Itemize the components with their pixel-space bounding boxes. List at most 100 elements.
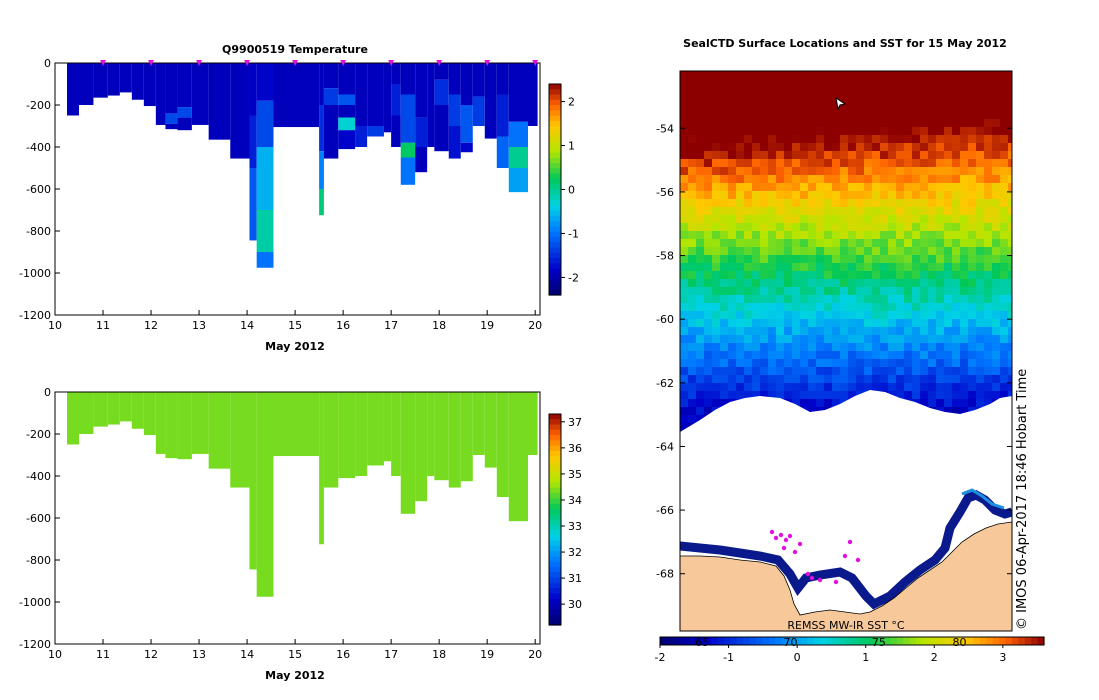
x-tick-label: 17	[384, 648, 398, 661]
sst-cell	[904, 167, 912, 175]
sst-cell	[912, 119, 920, 127]
sst-cell	[712, 191, 720, 199]
colorbar-swatch	[549, 279, 561, 286]
colorbar-swatch	[549, 450, 561, 457]
sst-cell	[760, 327, 768, 335]
x-tick-label: 19	[480, 648, 494, 661]
sst-cell	[840, 175, 848, 183]
sst-cell	[808, 215, 816, 223]
sst-cell	[1008, 271, 1012, 279]
sst-cell	[904, 367, 912, 375]
sst-cell	[880, 119, 888, 127]
sst-cell	[792, 79, 800, 87]
sst-cell	[896, 359, 904, 367]
colorbar-tick-label: 0	[568, 184, 575, 197]
colorbar-swatch	[549, 152, 561, 159]
sst-cell	[992, 159, 1000, 167]
salinity-cell	[249, 392, 257, 570]
sst-cell	[992, 143, 1000, 151]
sst-cell	[896, 79, 904, 87]
sst-cell	[896, 207, 904, 215]
sst-cell	[920, 303, 928, 311]
colorbar-tick-label: 31	[568, 572, 582, 585]
sst-cell	[800, 239, 808, 247]
sst-cell	[944, 295, 952, 303]
sst-cell	[896, 127, 904, 135]
sst-cell	[872, 159, 880, 167]
sst-cell	[904, 135, 912, 143]
sst-cell	[776, 359, 784, 367]
sst-cell	[680, 295, 688, 303]
sst-cell	[808, 231, 816, 239]
sst-cell	[896, 279, 904, 287]
sst-cell	[896, 167, 904, 175]
sst-cell	[952, 71, 960, 79]
sst-cell	[680, 95, 688, 103]
sst-cell	[800, 199, 808, 207]
sst-cell	[776, 135, 784, 143]
map-colorbar-fahrenheit-label: 80	[953, 636, 967, 649]
sst-cell	[680, 111, 688, 119]
sst-cell	[800, 287, 808, 295]
sst-cell	[824, 319, 832, 327]
map-colorbar-fahrenheit-label: 65	[695, 636, 709, 649]
sst-cell	[896, 151, 904, 159]
sst-cell	[816, 399, 824, 407]
sst-cell	[960, 263, 968, 271]
sst-cell	[896, 135, 904, 143]
sst-cell	[744, 239, 752, 247]
sst-cell	[848, 167, 856, 175]
sst-cell	[696, 143, 704, 151]
sst-cell	[768, 295, 776, 303]
sst-cell	[736, 287, 744, 295]
colorbar-swatch	[549, 487, 561, 494]
sst-cell	[992, 175, 1000, 183]
sst-cell	[984, 279, 992, 287]
sst-cell	[808, 279, 816, 287]
sst-cell	[728, 135, 736, 143]
sst-cell	[816, 175, 824, 183]
sst-cell	[856, 247, 864, 255]
sst-cell	[968, 151, 976, 159]
sst-cell	[688, 271, 696, 279]
sst-cell	[952, 287, 960, 295]
seal-position-marker	[835, 96, 847, 111]
sst-cell	[984, 183, 992, 191]
sst-cell	[696, 199, 704, 207]
sst-cell	[984, 79, 992, 87]
sst-cell	[896, 375, 904, 383]
sst-cell	[992, 263, 1000, 271]
sst-cell	[792, 351, 800, 359]
sst-cell	[960, 111, 968, 119]
sst-cell	[968, 303, 976, 311]
sst-cell	[952, 335, 960, 343]
temperature-cell	[415, 147, 428, 173]
sst-cell	[848, 239, 856, 247]
sst-cell	[712, 207, 720, 215]
sst-cell	[936, 279, 944, 287]
sst-cell	[784, 367, 792, 375]
sst-cell	[928, 103, 936, 111]
sst-cell	[824, 191, 832, 199]
sst-cell	[696, 279, 704, 287]
sst-cell	[928, 295, 936, 303]
sst-cell	[912, 231, 920, 239]
sst-cell	[976, 383, 984, 391]
sst-cell	[856, 383, 864, 391]
colorbar-swatch	[549, 178, 561, 185]
sst-cell	[680, 343, 688, 351]
sst-cell	[728, 103, 736, 111]
sst-cell	[976, 311, 984, 319]
sst-cell	[688, 167, 696, 175]
colorbar-swatch	[549, 530, 561, 536]
sst-cell	[968, 399, 976, 407]
sst-cell	[888, 303, 896, 311]
sst-cell	[960, 295, 968, 303]
sst-cell	[856, 111, 864, 119]
sst-cell	[936, 71, 944, 79]
sst-cell	[896, 343, 904, 351]
sst-cell	[680, 231, 688, 239]
sst-cell	[800, 359, 808, 367]
sst-cell	[800, 143, 808, 151]
sst-cell	[864, 319, 872, 327]
